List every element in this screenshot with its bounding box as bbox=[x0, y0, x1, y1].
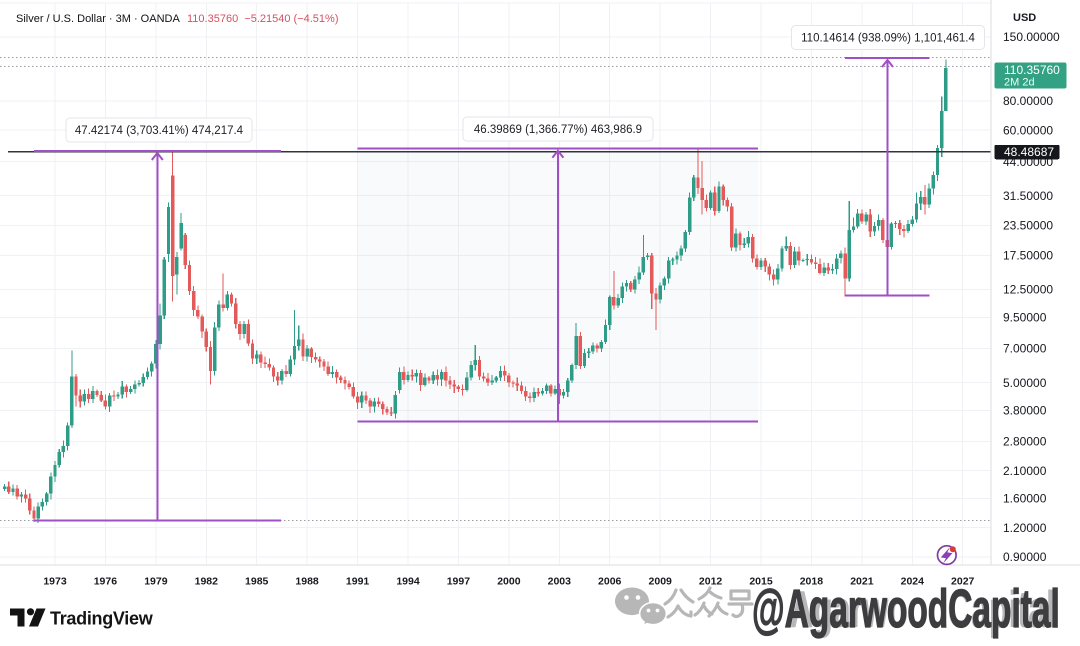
svg-text:AgarwoodCapital: AgarwoodCapital bbox=[790, 581, 1055, 639]
svg-text:1973: 1973 bbox=[43, 576, 67, 588]
svg-text:2006: 2006 bbox=[598, 576, 622, 588]
svg-text:150.00000: 150.00000 bbox=[1003, 30, 1060, 44]
svg-text:1976: 1976 bbox=[94, 576, 118, 588]
svg-text:46.39869 (1,366.77%) 463,986.9: 46.39869 (1,366.77%) 463,986.9 bbox=[474, 124, 642, 136]
svg-text:2009: 2009 bbox=[649, 576, 673, 588]
svg-text:1.60000: 1.60000 bbox=[1003, 492, 1047, 506]
svg-text:2.80000: 2.80000 bbox=[1003, 435, 1047, 449]
svg-text:1985: 1985 bbox=[245, 576, 269, 588]
svg-text:9.50000: 9.50000 bbox=[1003, 311, 1047, 325]
svg-text:17.50000: 17.50000 bbox=[1003, 249, 1053, 263]
svg-text:31.50000: 31.50000 bbox=[1003, 189, 1053, 203]
svg-text:1988: 1988 bbox=[295, 576, 319, 588]
svg-text:2M 2d: 2M 2d bbox=[1004, 77, 1035, 89]
svg-text:3.80000: 3.80000 bbox=[1003, 404, 1047, 418]
svg-text:0.90000: 0.90000 bbox=[1003, 550, 1047, 564]
svg-text:TradingView: TradingView bbox=[50, 609, 154, 629]
svg-text:2024: 2024 bbox=[901, 576, 925, 588]
svg-text:1994: 1994 bbox=[396, 576, 420, 588]
svg-text:1997: 1997 bbox=[447, 576, 471, 588]
svg-text:23.50000: 23.50000 bbox=[1003, 219, 1053, 233]
svg-text:2000: 2000 bbox=[497, 576, 521, 588]
svg-text:1991: 1991 bbox=[346, 576, 370, 588]
svg-text:2021: 2021 bbox=[850, 576, 874, 588]
svg-text:60.00000: 60.00000 bbox=[1003, 123, 1053, 137]
svg-text:Silver / U.S. Dollar · 3M · OA: Silver / U.S. Dollar · 3M · OANDA bbox=[16, 13, 180, 25]
svg-text:2018: 2018 bbox=[800, 576, 824, 588]
svg-text:110.35760: 110.35760 bbox=[1004, 63, 1060, 77]
svg-text:110.14614 (938.09%) 1,101,461.: 110.14614 (938.09%) 1,101,461.4 bbox=[801, 33, 975, 45]
svg-text:47.42174 (3,703.41%) 474,217.4: 47.42174 (3,703.41%) 474,217.4 bbox=[75, 125, 244, 137]
svg-text:1979: 1979 bbox=[144, 576, 168, 588]
svg-text:80.00000: 80.00000 bbox=[1003, 94, 1053, 108]
svg-text:7.00000: 7.00000 bbox=[1003, 342, 1047, 356]
svg-text:12.50000: 12.50000 bbox=[1003, 283, 1053, 297]
svg-text:1982: 1982 bbox=[195, 576, 219, 588]
svg-text:2012: 2012 bbox=[699, 576, 723, 588]
svg-text:110.35760 −5.21540 (−4.51%): 110.35760 −5.21540 (−4.51%) bbox=[187, 13, 338, 25]
svg-text:2.10000: 2.10000 bbox=[1003, 464, 1047, 478]
svg-text:5.00000: 5.00000 bbox=[1003, 376, 1047, 390]
svg-text:2027: 2027 bbox=[951, 576, 975, 588]
svg-text:2015: 2015 bbox=[749, 576, 773, 588]
svg-text:2003: 2003 bbox=[548, 576, 572, 588]
svg-text:@AgarwoodCapital: @AgarwoodCapital bbox=[752, 578, 1060, 639]
svg-text:48.48687: 48.48687 bbox=[1004, 145, 1054, 159]
svg-text:USD: USD bbox=[1013, 12, 1036, 24]
svg-text:1.20000: 1.20000 bbox=[1003, 521, 1047, 535]
